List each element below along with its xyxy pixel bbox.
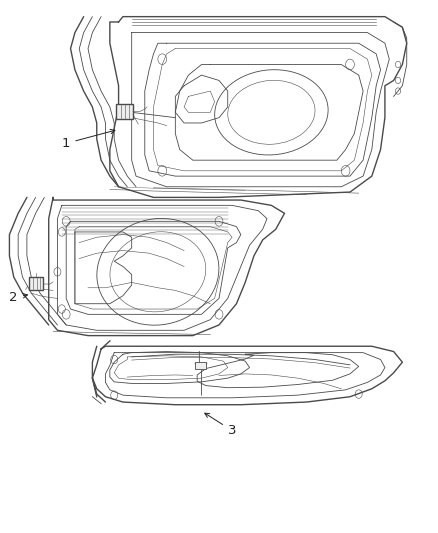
Text: 2: 2 [10, 291, 28, 304]
Text: 3: 3 [205, 413, 236, 437]
Bar [195, 362, 206, 368]
Bar [117, 104, 133, 119]
Bar [29, 277, 43, 290]
Text: 1: 1 [62, 130, 115, 150]
